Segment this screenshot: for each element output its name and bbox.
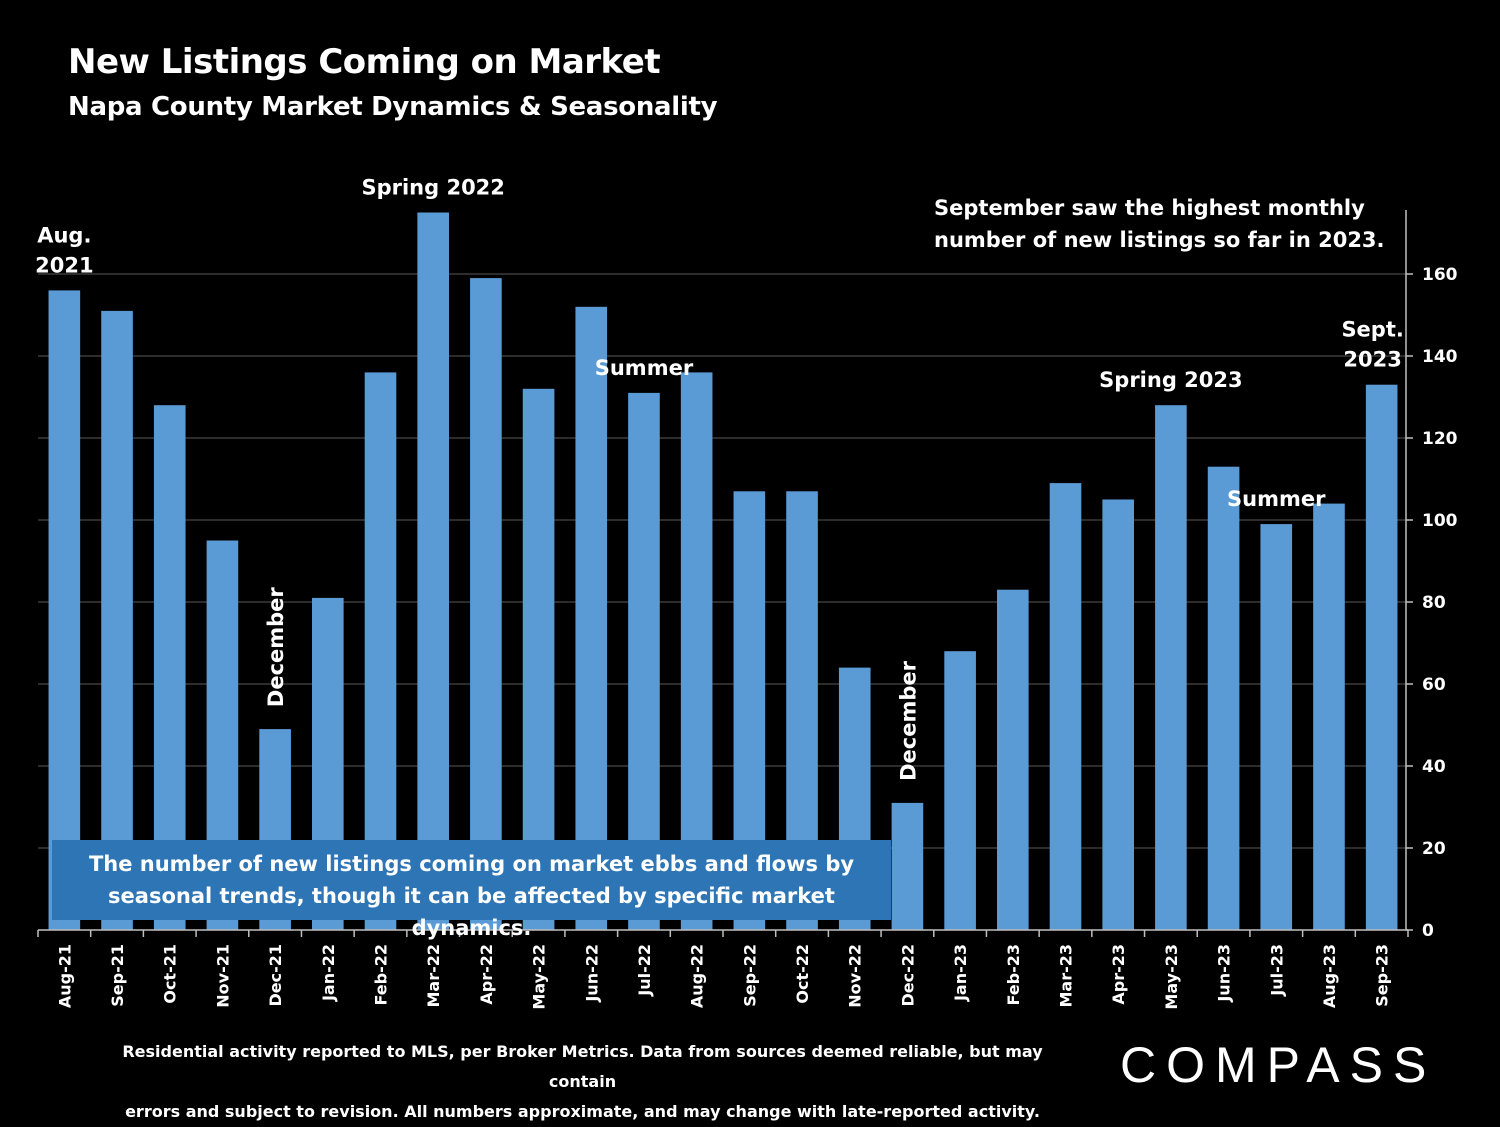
- bar-apr-22: [470, 278, 502, 931]
- x-tick-label: Jan-22: [319, 944, 338, 1002]
- annotation-label: 2023: [1343, 348, 1401, 372]
- x-tick-label: Aug-22: [688, 944, 707, 1008]
- x-tick-label: Jul-23: [1267, 944, 1286, 997]
- footnote: Residential activity reported to MLS, pe…: [90, 1037, 1075, 1127]
- x-tick-label: Feb-22: [372, 944, 391, 1006]
- bar-mar-23: [1049, 483, 1082, 930]
- bar-sep-21: [101, 310, 133, 930]
- x-tick-label: May-22: [530, 944, 549, 1010]
- x-tick-label: Feb-23: [1004, 944, 1023, 1006]
- footnote-line-2: errors and subject to revision. All numb…: [125, 1102, 1040, 1121]
- annotation-label: Spring 2022: [361, 176, 504, 200]
- x-tick-label: Nov-22: [846, 944, 865, 1008]
- bar-jun-23: [1207, 466, 1240, 930]
- y-tick-label: 160: [1422, 265, 1458, 285]
- y-tick-label: 60: [1422, 675, 1446, 695]
- annotation-label: Sept.: [1341, 318, 1403, 342]
- bar-aug-22: [680, 372, 713, 930]
- info-box: The number of new listings coming on mar…: [52, 840, 891, 940]
- x-tick-label: May-23: [1162, 944, 1181, 1010]
- x-tick-label: Sep-23: [1373, 944, 1392, 1007]
- x-tick-label: Oct-22: [793, 944, 812, 1004]
- x-tick-label: Sep-21: [108, 944, 127, 1007]
- x-tick-label: Dec-21: [266, 944, 285, 1007]
- bar-may-23: [1155, 405, 1187, 930]
- annotation-label: Summer: [1227, 487, 1326, 511]
- y-tick-label: 120: [1422, 429, 1458, 449]
- compass-logo-text: COMPASS: [1120, 1037, 1436, 1093]
- bar-dec-22: [891, 802, 924, 930]
- x-tick-label: Apr-22: [477, 944, 496, 1005]
- y-tick-label: 40: [1422, 757, 1446, 777]
- x-tick-label: Jan-23: [951, 944, 970, 1002]
- chart-subtitle: Napa County Market Dynamics & Seasonalit…: [68, 92, 718, 122]
- x-tick-label: Apr-23: [1109, 944, 1128, 1005]
- footnote-line-1: Residential activity reported to MLS, pe…: [122, 1042, 1043, 1091]
- info-box-line-1: The number of new listings coming on mar…: [88, 852, 855, 876]
- note-line-1: September saw the highest monthly: [934, 196, 1365, 220]
- x-tick-label: Jun-23: [1215, 944, 1234, 1003]
- compass-logo: COMPASS: [1120, 1037, 1436, 1093]
- y-tick-label: 100: [1422, 511, 1458, 531]
- x-tick-label: Jul-22: [635, 944, 654, 997]
- bar-jul-23: [1260, 524, 1293, 930]
- annotation-label: Spring 2023: [1099, 368, 1242, 392]
- annotation-label: 2021: [35, 253, 93, 277]
- x-tick-label: Mar-22: [424, 944, 443, 1008]
- x-tick-label: Jun-22: [582, 944, 601, 1003]
- bar-jan-23: [944, 651, 976, 930]
- annotation-label: Summer: [595, 356, 694, 380]
- bar-feb-23: [997, 589, 1029, 930]
- y-tick-label: 20: [1422, 839, 1446, 859]
- bar-apr-23: [1102, 499, 1134, 930]
- x-tick-label: Nov-21: [213, 944, 232, 1008]
- annotation-label: December: [896, 660, 920, 781]
- bar-aug-23: [1313, 503, 1345, 930]
- x-tick-label: Mar-23: [1057, 944, 1076, 1008]
- x-tick-label: Oct-21: [161, 944, 180, 1004]
- x-tick-label: Aug-23: [1320, 944, 1339, 1008]
- bar-aug-21: [48, 290, 81, 930]
- x-tick-label: Sep-22: [740, 944, 759, 1007]
- x-tick-label: Dec-22: [898, 944, 917, 1007]
- bar-mar-22: [417, 212, 449, 930]
- bar-feb-22: [364, 372, 397, 930]
- x-tick-label: Aug-21: [55, 944, 74, 1008]
- bar-sep-23: [1365, 384, 1398, 930]
- bar-jun-22: [575, 306, 608, 930]
- chart-title: New Listings Coming on Market: [68, 42, 661, 82]
- y-tick-label: 140: [1422, 347, 1458, 367]
- note-line-2: number of new listings so far in 2023.: [934, 228, 1385, 252]
- y-tick-label: 80: [1422, 593, 1446, 613]
- info-box-line-2: seasonal trends, though it can be affect…: [108, 884, 835, 940]
- annotation-label: Aug.: [37, 223, 91, 247]
- y-tick-label: 0: [1422, 921, 1434, 941]
- bar-may-22: [522, 388, 555, 930]
- annotation-label: December: [264, 587, 288, 708]
